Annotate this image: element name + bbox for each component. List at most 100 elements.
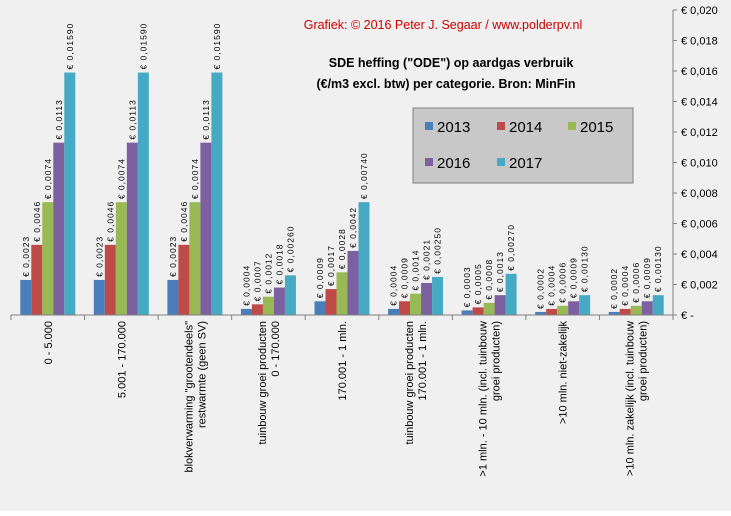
bar-2014-7 bbox=[472, 307, 484, 315]
data-label-2016-3: € 0,0113 bbox=[201, 99, 211, 139]
data-label-2015-4: € 0,0012 bbox=[263, 253, 273, 294]
data-label-2017-8: € 0,00130 bbox=[580, 245, 590, 292]
data-label-2013-4: € 0,0004 bbox=[241, 265, 251, 306]
bar-2016-9 bbox=[641, 301, 653, 315]
bar-2013-5 bbox=[314, 301, 326, 315]
bar-2015-9 bbox=[630, 305, 642, 315]
x-tick-label: >1 mln. - 10 mln. (incl. tuinbouw bbox=[478, 321, 490, 477]
data-label-2017-1: € 0,01590 bbox=[65, 23, 75, 70]
bar-2017-9 bbox=[652, 295, 664, 315]
data-label-2014-8: € 0,0004 bbox=[547, 265, 557, 306]
bar-2014-1 bbox=[31, 244, 43, 315]
bar-2017-7 bbox=[505, 273, 517, 315]
data-label-2017-4: € 0,00260 bbox=[285, 226, 295, 273]
bar-2015-2 bbox=[115, 202, 127, 315]
data-label-2016-7: € 0,0013 bbox=[495, 251, 505, 292]
data-label-2016-4: € 0,0018 bbox=[274, 243, 284, 284]
bar-2017-2 bbox=[137, 72, 149, 316]
y-tick-label: € 0,002 bbox=[681, 280, 718, 292]
data-label-2014-5: € 0,0017 bbox=[326, 245, 336, 286]
chart-credit: Grafiek: © 2016 Peter J. Segaar / www.po… bbox=[304, 18, 583, 32]
x-tick-label: 170.001 - 1 mln. bbox=[417, 321, 429, 401]
bar-2014-8 bbox=[546, 308, 558, 315]
legend-box bbox=[412, 107, 634, 184]
legend-swatch-2015 bbox=[568, 122, 576, 130]
data-label-2016-2: € 0,0113 bbox=[127, 99, 137, 139]
data-label-2017-7: € 0,00270 bbox=[506, 224, 516, 271]
x-tick-label: >10 mln. niet-zakelijk bbox=[558, 321, 570, 425]
bar-2013-3 bbox=[167, 279, 179, 315]
data-label-2015-6: € 0,0014 bbox=[411, 250, 421, 291]
data-label-2017-9: € 0,00130 bbox=[653, 245, 663, 292]
bar-2017-3 bbox=[211, 72, 223, 316]
y-tick-label: € - bbox=[681, 310, 694, 322]
data-label-2014-3: € 0,0046 bbox=[179, 201, 189, 242]
data-label-2014-4: € 0,0007 bbox=[252, 260, 262, 301]
chart-subtitle: (€/m3 excl. btw) per categorie. Bron: Mi… bbox=[316, 77, 575, 91]
data-label-2016-6: € 0,0021 bbox=[422, 239, 432, 280]
data-label-2013-5: € 0,0009 bbox=[315, 257, 325, 298]
data-label-2015-9: € 0,0006 bbox=[631, 262, 641, 303]
data-label-2015-1: € 0,0074 bbox=[43, 158, 53, 199]
legend-swatch-2016 bbox=[425, 158, 433, 166]
bar-2016-1 bbox=[53, 142, 65, 315]
bar-2014-4 bbox=[251, 304, 263, 315]
data-label-2016-1: € 0,0113 bbox=[54, 99, 64, 139]
data-label-2017-6: € 0,00250 bbox=[433, 227, 443, 274]
data-label-2015-2: € 0,0074 bbox=[116, 158, 126, 199]
legend-label-2014: 2014 bbox=[509, 119, 542, 136]
bar-2014-9 bbox=[619, 308, 631, 315]
data-label-2013-9: € 0,0002 bbox=[609, 268, 619, 309]
bar-2015-6 bbox=[410, 293, 422, 315]
data-label-2017-5: € 0,00740 bbox=[359, 152, 369, 199]
legend-label-2015: 2015 bbox=[580, 119, 613, 136]
x-tick-label: >10 mln. zakelijk (incl. tuinbouw bbox=[625, 321, 637, 476]
bar-2017-1 bbox=[64, 72, 76, 316]
legend-swatch-2014 bbox=[497, 122, 505, 130]
data-label-2015-3: € 0,0074 bbox=[190, 158, 200, 199]
x-tick-label: 0 - 170.000 bbox=[270, 321, 282, 377]
y-tick-label: € 0,020 bbox=[681, 5, 718, 17]
bar-2014-6 bbox=[399, 301, 411, 315]
bar-2017-5 bbox=[358, 202, 370, 315]
data-label-2017-3: € 0,01590 bbox=[212, 23, 222, 70]
x-tick-label: 0 - 5.000 bbox=[43, 321, 55, 364]
x-tick-label: tuinbouw groei producten bbox=[257, 321, 269, 445]
y-tick-label: € 0,016 bbox=[681, 66, 718, 78]
data-label-2014-6: € 0,0009 bbox=[400, 257, 410, 298]
bar-2014-2 bbox=[104, 244, 116, 315]
bar-2016-5 bbox=[347, 250, 359, 315]
bar-2017-6 bbox=[432, 276, 444, 315]
data-label-2014-2: € 0,0046 bbox=[105, 201, 115, 242]
x-tick-label: 170.001 - 1 mln. bbox=[337, 321, 349, 401]
bar-2015-5 bbox=[336, 272, 348, 315]
data-label-2013-6: € 0,0004 bbox=[389, 265, 399, 306]
y-tick-label: € 0,004 bbox=[681, 249, 718, 261]
legend-swatch-2013 bbox=[425, 122, 433, 130]
x-tick-label: 5.001 - 170.000 bbox=[116, 321, 128, 398]
bar-2016-2 bbox=[126, 142, 138, 315]
bar-2016-6 bbox=[421, 282, 433, 315]
bar-2013-8 bbox=[535, 311, 547, 315]
legend-label-2017: 2017 bbox=[509, 155, 542, 172]
bar-2016-4 bbox=[273, 287, 285, 315]
y-tick-label: € 0,010 bbox=[681, 158, 718, 170]
x-tick-label: blokverwarming "grootendeels" bbox=[183, 321, 195, 473]
data-label-2014-1: € 0,0046 bbox=[32, 201, 42, 242]
data-label-2016-9: € 0,0009 bbox=[642, 257, 652, 298]
bar-2015-3 bbox=[189, 202, 201, 315]
x-tick-label: groei producten) bbox=[491, 321, 503, 401]
data-label-2014-7: € 0,0005 bbox=[473, 263, 483, 304]
data-label-2013-7: € 0,0003 bbox=[462, 266, 472, 307]
legend-swatch-2017 bbox=[497, 158, 505, 166]
data-label-2013-8: € 0,0002 bbox=[536, 268, 546, 309]
data-label-2015-5: € 0,0028 bbox=[337, 228, 347, 269]
x-tick-label: tuinbouw groei producten bbox=[404, 321, 416, 445]
x-tick-label: restwarmte (geen SV) bbox=[196, 321, 208, 428]
legend-label-2016: 2016 bbox=[437, 155, 470, 172]
y-tick-label: € 0,006 bbox=[681, 219, 718, 231]
y-tick-label: € 0,008 bbox=[681, 188, 718, 200]
y-tick-label: € 0,014 bbox=[681, 97, 718, 109]
y-tick-label: € 0,018 bbox=[681, 36, 718, 48]
